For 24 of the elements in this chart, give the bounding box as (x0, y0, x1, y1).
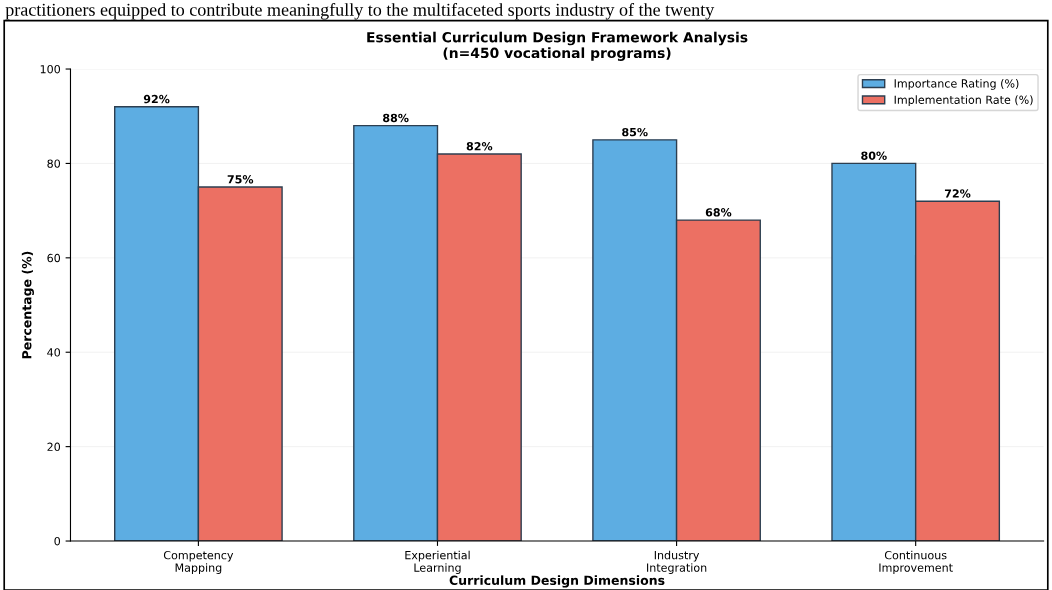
y-tick-label: 100 (40, 65, 61, 74)
x-tick-label: Experiential Learning (405, 550, 470, 574)
data-label: 88% (383, 113, 409, 123)
y-tick-label: 20 (47, 442, 61, 452)
text: practitioners equipped to contribute meaningfully to the multifaceted sports industry of the twenty (5, 2, 715, 20)
y-tick-label: 60 (47, 253, 61, 263)
x-tick-label: Industry Integration (647, 550, 707, 574)
y-tick-label: 80 (47, 159, 61, 168)
data-label: 75% (227, 175, 254, 184)
data-label: 80% (861, 151, 887, 160)
legend-label: Importance Rating (%) (894, 79, 1019, 90)
y-tick-label: 0 (54, 537, 61, 546)
chart-title: Essential Curriculum Design Framework Analysis (n=450 vocational programs) (367, 31, 748, 61)
data-label: 72% (944, 189, 971, 198)
x-axis-title: Curriculum Design Dimensions (449, 575, 665, 588)
y-tick-label: 40 (47, 348, 61, 357)
x-tick-label: Competency Mapping (163, 550, 234, 574)
data-label: 92% (143, 94, 170, 104)
legend-label: Implementation Rate (%) (894, 95, 1033, 107)
data-label: 85% (622, 127, 648, 137)
x-tick-label: Continuous Improvement (879, 550, 953, 574)
data-label: 82% (466, 142, 493, 151)
data-label: 68% (705, 208, 732, 217)
y-axis-title: Percentage (%) (21, 251, 34, 359)
